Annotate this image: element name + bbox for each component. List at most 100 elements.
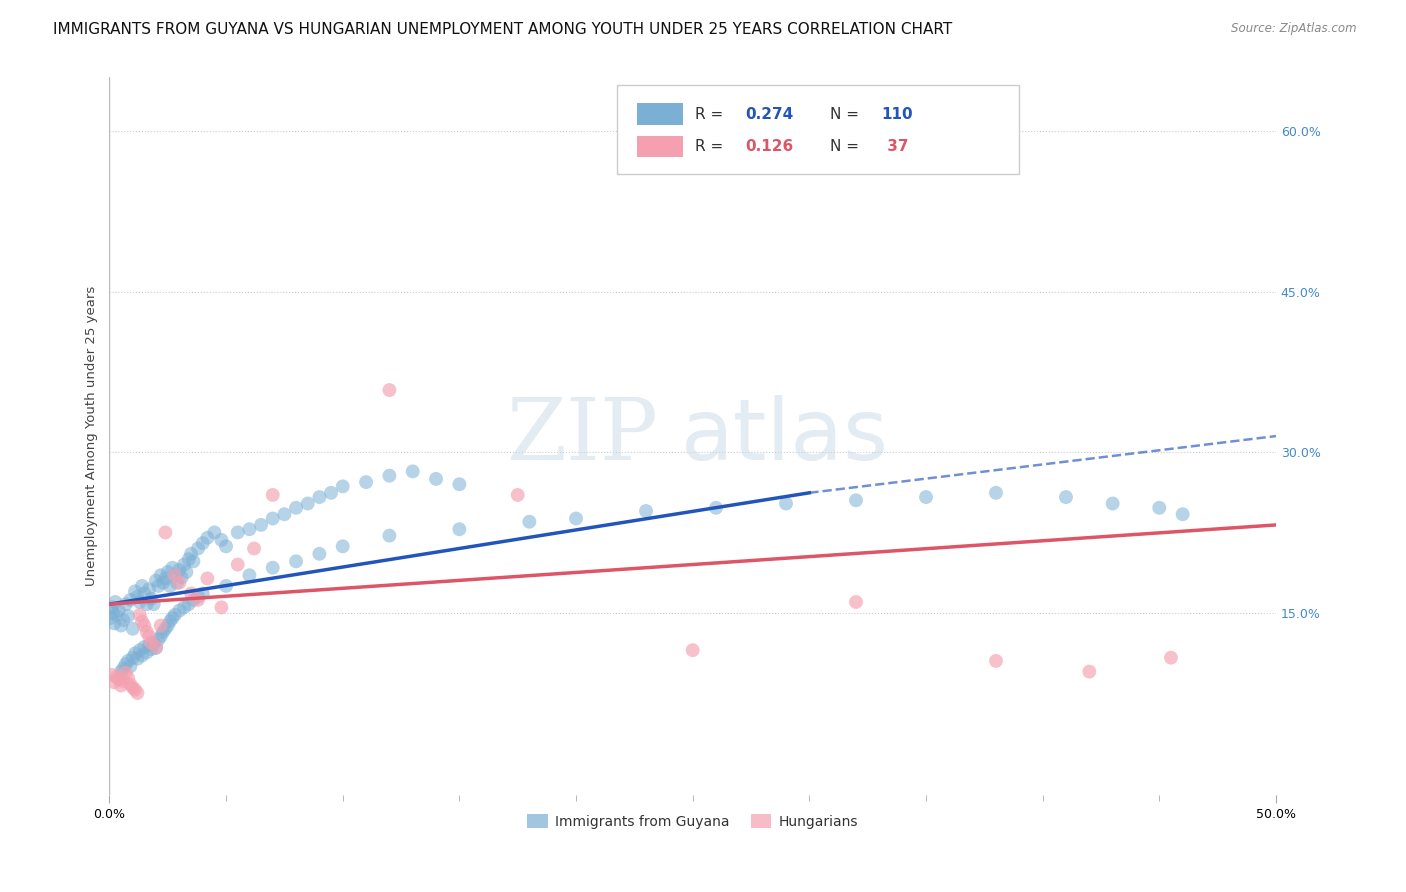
Point: [173, 558, 195, 572]
Text: Source: ZipAtlas.com: Source: ZipAtlas.com: [1232, 22, 1357, 36]
Text: R =: R =: [695, 106, 728, 121]
Point: [166, 575, 188, 590]
Point: [135, 624, 157, 639]
Point: [634, 504, 657, 518]
Point: [112, 613, 135, 627]
Point: [226, 558, 249, 572]
Text: R =: R =: [695, 139, 728, 153]
Point: [704, 500, 727, 515]
Point: [138, 582, 160, 596]
Text: 0.126: 0.126: [745, 139, 793, 153]
Point: [308, 490, 330, 504]
Point: [845, 595, 868, 609]
Point: [180, 586, 202, 600]
Point: [285, 554, 308, 568]
Text: IMMIGRANTS FROM GUYANA VS HUNGARIAN UNEMPLOYMENT AMONG YOUTH UNDER 25 YEARS CORR: IMMIGRANTS FROM GUYANA VS HUNGARIAN UNEM…: [53, 22, 953, 37]
Point: [243, 541, 266, 556]
Point: [141, 642, 163, 657]
Point: [449, 477, 471, 491]
Point: [519, 515, 541, 529]
Point: [134, 640, 156, 654]
Bar: [637, 136, 683, 157]
Point: [117, 654, 139, 668]
Point: [131, 648, 153, 663]
Point: [138, 629, 160, 643]
Point: [163, 568, 186, 582]
Point: [145, 574, 167, 588]
Point: [155, 571, 177, 585]
Point: [124, 584, 146, 599]
Point: [273, 507, 295, 521]
Text: 110: 110: [882, 106, 914, 121]
Point: [100, 668, 122, 682]
Point: [285, 500, 308, 515]
Point: [121, 622, 143, 636]
Point: [131, 614, 153, 628]
Point: [152, 575, 174, 590]
Point: [100, 600, 122, 615]
Point: [148, 579, 170, 593]
Point: [202, 525, 225, 540]
Point: [142, 635, 165, 649]
Point: [127, 590, 149, 604]
Point: [1054, 490, 1077, 504]
Point: [103, 675, 125, 690]
Point: [262, 560, 284, 574]
Point: [149, 618, 172, 632]
Point: [402, 464, 425, 478]
Point: [226, 525, 249, 540]
Point: [104, 595, 127, 609]
Point: [332, 539, 354, 553]
Point: [145, 640, 167, 654]
Point: [169, 563, 191, 577]
Y-axis label: Unemployment Among Youth under 25 years: Unemployment Among Youth under 25 years: [86, 286, 98, 586]
Point: [1101, 496, 1123, 510]
Point: [197, 571, 219, 585]
Point: [1078, 665, 1101, 679]
Point: [145, 640, 167, 655]
Point: [149, 568, 172, 582]
Point: [128, 643, 150, 657]
Point: [297, 496, 319, 510]
Point: [117, 671, 139, 685]
Point: [121, 650, 143, 665]
Point: [162, 611, 184, 625]
Point: [378, 383, 401, 397]
Text: N =: N =: [831, 139, 865, 153]
Point: [117, 608, 139, 623]
Point: [103, 616, 125, 631]
Point: [319, 485, 342, 500]
Point: [238, 522, 260, 536]
Point: [565, 511, 588, 525]
Point: [845, 493, 868, 508]
Point: [114, 597, 136, 611]
Point: [191, 586, 214, 600]
Point: [155, 622, 177, 636]
Point: [378, 528, 401, 542]
Point: [1160, 650, 1182, 665]
Point: [127, 651, 149, 665]
Point: [506, 488, 529, 502]
Point: [159, 614, 181, 628]
Text: N =: N =: [831, 106, 865, 121]
Point: [120, 659, 142, 673]
Point: [170, 570, 193, 584]
Point: [163, 568, 186, 582]
Point: [250, 517, 273, 532]
Point: [110, 665, 132, 679]
Point: [124, 682, 146, 697]
Point: [135, 597, 157, 611]
Point: [131, 579, 153, 593]
Point: [128, 607, 150, 622]
Point: [449, 522, 471, 536]
Point: [141, 591, 163, 606]
Point: [152, 624, 174, 639]
Point: [180, 547, 202, 561]
Point: [183, 592, 205, 607]
Point: [114, 657, 136, 672]
Point: [187, 590, 209, 604]
Point: [187, 592, 209, 607]
Point: [173, 600, 195, 615]
Point: [156, 618, 179, 632]
Point: [149, 629, 172, 643]
